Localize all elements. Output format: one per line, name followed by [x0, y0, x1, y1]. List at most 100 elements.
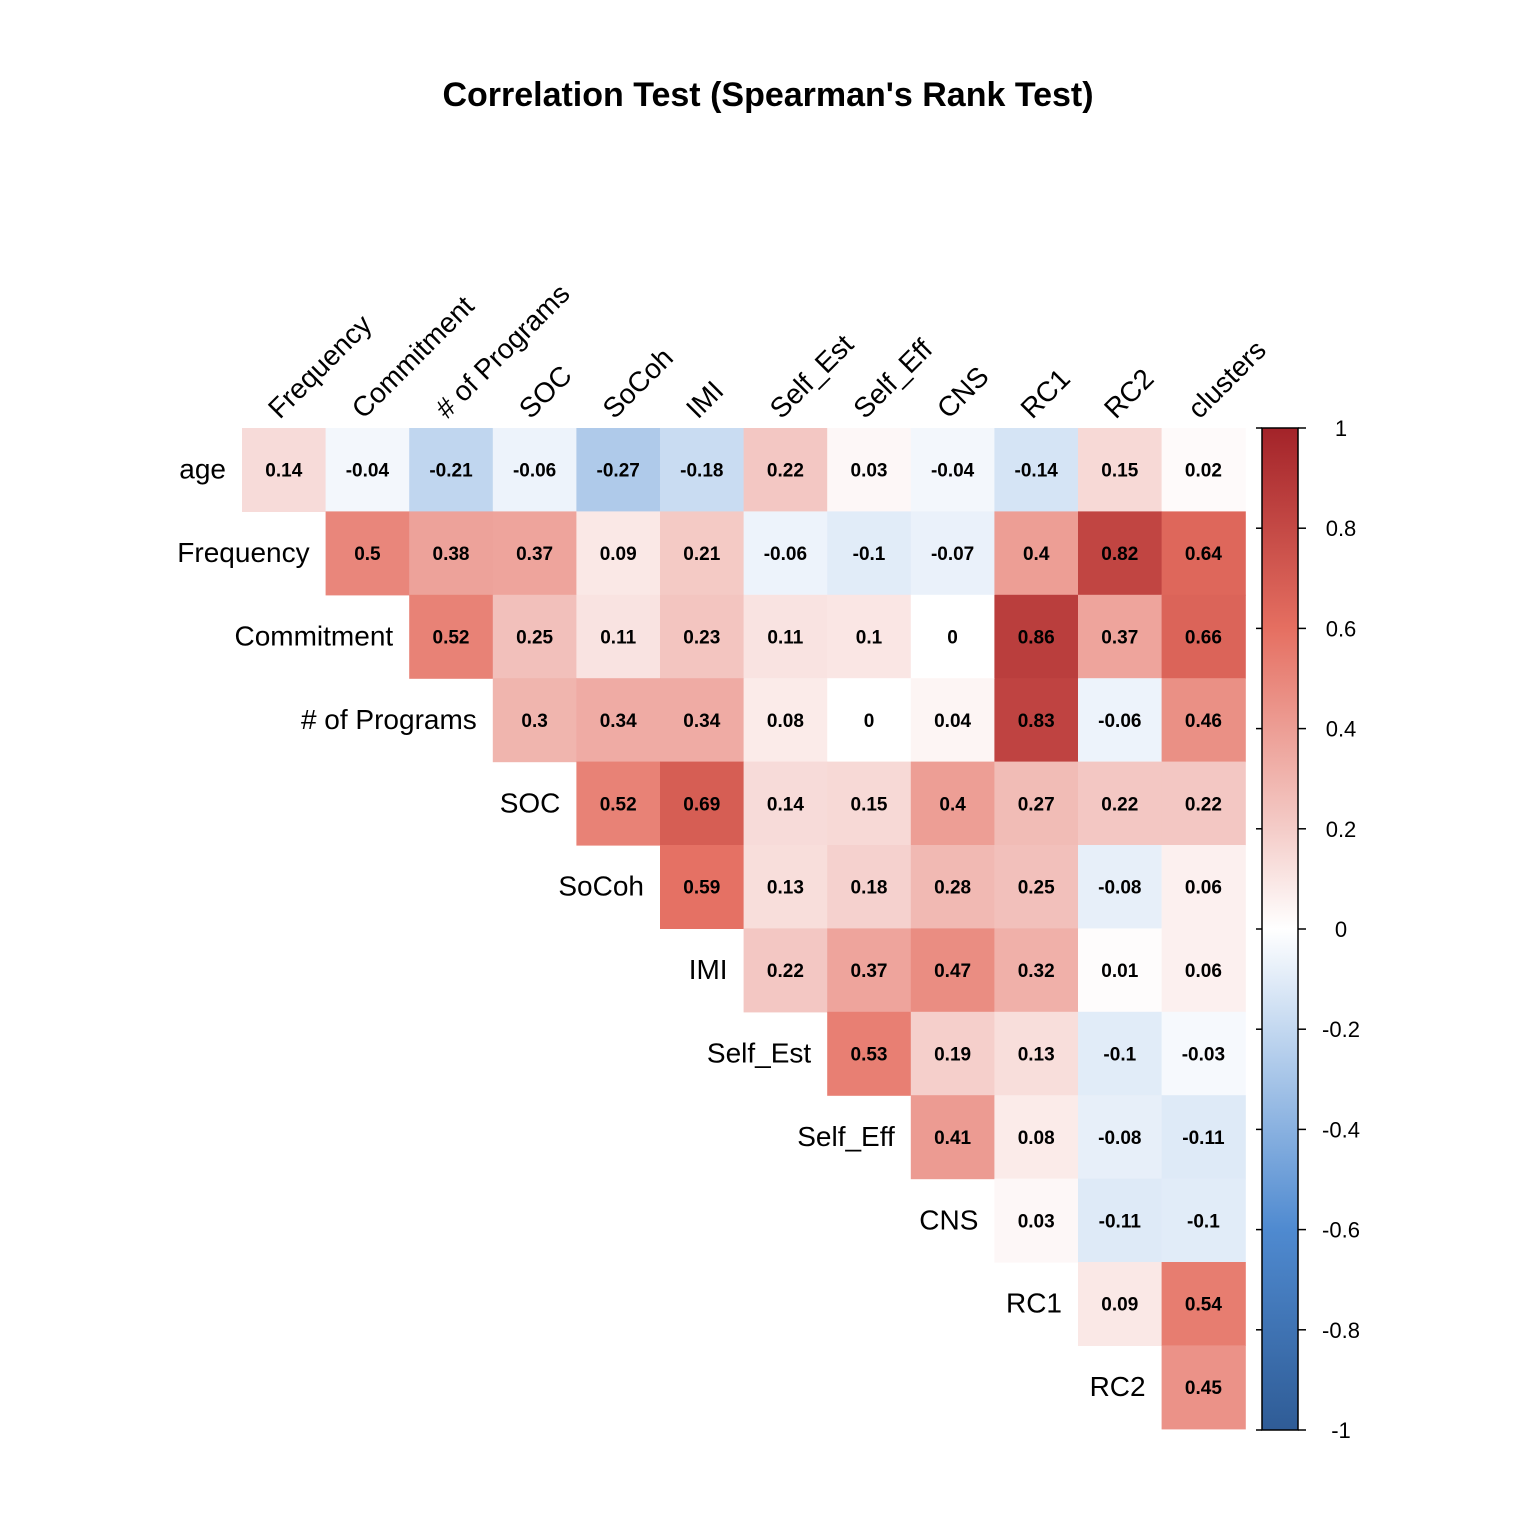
- heatmap-cell-age-self-est: [743, 428, 828, 512]
- colorbar-tick-label: 1: [1335, 416, 1347, 441]
- heatmap-cell-soc-cns: [910, 761, 995, 846]
- heatmap-cell-num-of-programs-self-est: [743, 678, 828, 763]
- row-label-socoh: SoCoh: [558, 871, 644, 902]
- heatmap-cell-soc-socoh: [576, 761, 661, 846]
- cell-value-label: 0.21: [683, 544, 720, 565]
- colorbar: 1 0.8 0.6 0.4 0.2 0 -0.2 -0.4 -0.6 -0.8 -1: [1256, 416, 1360, 1443]
- colorbar-tick-label: 0.8: [1326, 516, 1357, 541]
- heatmap-cell-imi-cns: [910, 928, 995, 1013]
- column-label-rc1: RC1: [1015, 363, 1077, 425]
- colorbar-tick-label: 0.4: [1326, 717, 1357, 742]
- heatmap-cell-num-of-programs-clusters: [1161, 678, 1246, 763]
- cell-value-label: -0.11: [1099, 1211, 1142, 1232]
- cell-value-label: 0.19: [934, 1045, 971, 1066]
- cell-value-label: 0: [947, 628, 958, 649]
- colorbar-tick-label: 0: [1335, 917, 1347, 942]
- heatmap-cell-socoh-imi: [660, 845, 745, 929]
- column-label-self-est: Self_Est: [764, 328, 860, 424]
- heatmap-cell-frequency-num-of-programs: [409, 511, 494, 596]
- colorbar-tick-label: -0.2: [1322, 1017, 1360, 1042]
- heatmap-cell-soc-imi: [660, 761, 745, 846]
- colorbar-gradient: [1261, 427, 1299, 1431]
- heatmap-cell-num-of-programs-imi: [660, 678, 745, 763]
- colorbar-tick-label: -0.8: [1322, 1318, 1360, 1343]
- heatmap-cell-rc1-clusters: [1161, 1262, 1246, 1346]
- cell-value-label: -0.1: [1103, 1045, 1136, 1066]
- heatmap-cell-num-of-programs-rc1: [994, 678, 1079, 763]
- cell-value-label: -0.06: [764, 544, 807, 565]
- cell-value-label: 0.15: [1101, 461, 1138, 482]
- heatmap-cell-self-eff-rc2: [1078, 1095, 1163, 1180]
- cell-value-label: 0.09: [600, 544, 637, 565]
- heatmap-cell-imi-clusters: [1161, 928, 1246, 1013]
- row-label-commitment: Commitment: [234, 621, 393, 652]
- cell-value-label: -0.04: [346, 461, 390, 482]
- cell-value-label: 0.06: [1185, 961, 1222, 982]
- heatmap-cell-self-est-cns: [910, 1011, 995, 1096]
- cell-value-label: -0.1: [853, 544, 886, 565]
- cell-value-label: 0.09: [1101, 1295, 1138, 1316]
- heatmap-cell-socoh-rc1: [994, 845, 1079, 929]
- column-label-soc: SOC: [513, 359, 578, 424]
- cell-value-label: 0.25: [516, 628, 553, 649]
- cell-value-label: 0.37: [516, 544, 553, 565]
- heatmap-cell-self-est-rc2: [1078, 1011, 1163, 1096]
- cell-value-label: 0.47: [934, 961, 971, 982]
- cell-value-label: 0.82: [1101, 544, 1138, 565]
- column-label-imi: IMI: [680, 375, 729, 424]
- cell-value-label: 0.52: [433, 628, 470, 649]
- heatmap-cell-frequency-commitment: [325, 511, 410, 596]
- cell-value-label: -0.21: [429, 461, 473, 482]
- cell-value-label: 0.5: [354, 544, 381, 565]
- cell-value-label: 0.27: [1018, 794, 1055, 815]
- cell-value-label: 0.86: [1018, 628, 1055, 649]
- cell-value-label: 0.4: [1023, 544, 1050, 565]
- cell-value-label: 0.64: [1185, 544, 1222, 565]
- cell-value-label: 0.02: [1185, 461, 1222, 482]
- heatmap-cell-num-of-programs-socoh: [576, 678, 661, 763]
- heatmap-cell-self-eff-clusters: [1161, 1095, 1246, 1180]
- cell-value-label: 0.23: [683, 628, 720, 649]
- cell-value-label: 0.37: [851, 961, 888, 982]
- cell-value-label: 0.13: [1018, 1045, 1055, 1066]
- cell-value-label: -0.18: [680, 461, 723, 482]
- heatmap-cell-age-rc1: [994, 428, 1079, 512]
- column-label-clusters: clusters: [1182, 334, 1272, 424]
- heatmap-cell-imi-self-est: [743, 928, 828, 1013]
- cell-value-label: 0.4: [939, 794, 966, 815]
- heatmap-cell-frequency-clusters: [1161, 511, 1246, 596]
- cell-value-label: 0.52: [600, 794, 637, 815]
- cell-value-label: 0.22: [1101, 794, 1138, 815]
- column-label-self-eff: Self_Eff: [847, 333, 938, 424]
- heatmap-cell-frequency-self-est: [743, 511, 828, 596]
- cell-value-label: 0.54: [1185, 1295, 1222, 1316]
- heatmap-cell-commitment-clusters: [1161, 594, 1246, 679]
- cell-value-label: 0.3: [521, 711, 547, 732]
- colorbar-tick-label: 0.6: [1326, 616, 1357, 641]
- row-label-num-of-programs: # of Programs: [301, 704, 477, 735]
- cell-value-label: -0.08: [1098, 1128, 1141, 1149]
- row-label-self-eff: Self_Eff: [797, 1121, 895, 1152]
- heatmap-cell-socoh-cns: [910, 845, 995, 929]
- cell-value-label: 0.06: [1185, 878, 1222, 899]
- heatmap-cell-age-imi: [660, 428, 745, 512]
- heatmap-cell-commitment-self-eff: [827, 594, 912, 679]
- cell-value-label: -0.06: [513, 461, 556, 482]
- cell-value-label: 0.41: [934, 1128, 971, 1149]
- cell-value-label: 0.13: [767, 878, 804, 899]
- heatmap-cell-self-est-rc1: [994, 1011, 1079, 1096]
- heatmap-cell-frequency-rc1: [994, 511, 1079, 596]
- heatmap-cell-num-of-programs-rc2: [1078, 678, 1163, 763]
- column-label-cns: CNS: [931, 361, 995, 425]
- row-label-self-est: Self_Est: [707, 1038, 811, 1069]
- heatmap-cell-imi-rc2: [1078, 928, 1163, 1013]
- cell-value-label: 0.53: [851, 1045, 888, 1066]
- heatmap-cell-age-rc2: [1078, 428, 1163, 512]
- heatmap-cell-frequency-rc2: [1078, 511, 1163, 596]
- heatmap-cell-num-of-programs-soc: [492, 678, 577, 763]
- heatmap-cell-imi-rc1: [994, 928, 1079, 1013]
- cell-value-label: 0.11: [600, 628, 636, 649]
- row-label-rc2: RC2: [1090, 1371, 1146, 1402]
- colorbar-tick-label: 0.2: [1326, 817, 1357, 842]
